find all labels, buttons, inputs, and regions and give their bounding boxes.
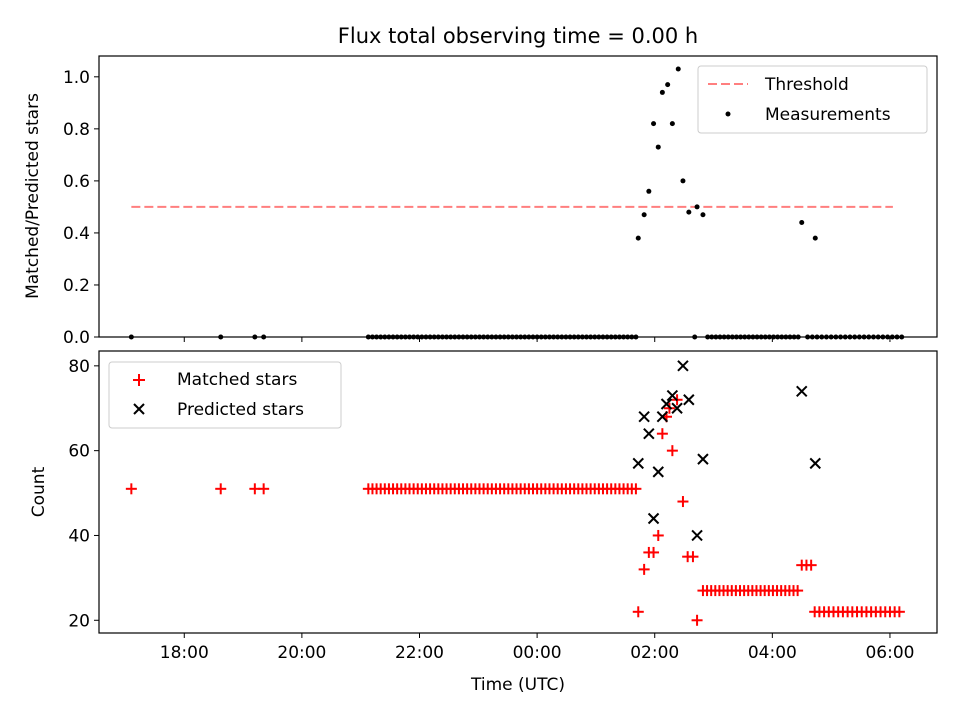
bottom-y-tick-label: 80 [68,357,90,377]
matched-star-marker [677,496,689,508]
top-legend: Threshold Measurements [697,65,928,134]
measurement-point [646,188,652,194]
legend-predicted-swatch [133,403,145,415]
top-y-tick-label: 0.0 [63,328,90,348]
bottom-y-tick-label: 60 [68,442,90,462]
top-y-tick-label: 0.6 [63,172,90,192]
legend-matched-label: Matched stars [177,370,297,390]
matched-star-marker [805,559,817,571]
predicted-stars-points [632,360,821,542]
matched-star-marker [893,606,905,618]
bottom-legend: Matched stars Predicted stars [108,361,342,429]
measurement-point [686,209,692,215]
top-y-axis-label: Matched/Predicted stars [23,93,43,299]
measurement-point [659,89,665,95]
legend-threshold-label: Threshold [764,75,849,95]
measurement-point [641,212,647,218]
x-tick-label: 20:00 [277,643,326,663]
x-tick-label: 06:00 [865,643,914,663]
top-legend-box [697,65,928,134]
x-tick-label: 18:00 [160,643,209,663]
matched-star-marker [666,445,678,457]
measurement-point [635,235,641,241]
x-tick-label: 00:00 [513,643,562,663]
matched-star-marker [630,483,642,495]
measurement-point [651,121,657,127]
top-plot-frame [98,55,938,338]
measurement-point [700,212,706,218]
top-y-tick-label: 1.0 [63,68,90,88]
predicted-star-marker [677,360,689,372]
bottom-y-axis-label: Count [29,466,49,517]
matched-star-marker [638,563,650,575]
x-tick-label: 22:00 [395,643,444,663]
bottom-y-tick-label: 20 [68,611,90,631]
matched-star-marker [691,614,703,626]
matched-star-marker [632,606,644,618]
legend-measurements-swatch [725,111,731,117]
predicted-star-marker [671,402,683,414]
measurement-point [655,144,661,150]
predicted-star-marker [809,457,821,470]
top-panel: 0.0 0.2 0.4 0.6 0.8 1.0 Matched/Predicted sta… [23,55,938,348]
predicted-star-marker [643,427,655,440]
measurement-point [694,204,700,210]
matched-star-marker [652,529,664,541]
bottom-plot-frame [98,350,938,634]
x-axis-label: Time (UTC) [470,675,565,695]
bottom-y-tick-label: 40 [68,526,90,546]
measurement-point [812,235,818,241]
legend-predicted-label: Predicted stars [177,400,304,420]
predicted-star-marker [632,457,644,470]
predicted-star-marker [683,394,695,406]
x-tick-label: 04:00 [748,643,797,663]
matched-star-marker [648,546,660,558]
bottom-legend-box [108,361,342,429]
top-y-tick-label: 0.8 [63,120,90,140]
top-y-axis: 0.0 0.2 0.4 0.6 0.8 1.0 [63,68,891,348]
predicted-star-marker [697,453,709,465]
predicted-star-marker [647,512,660,525]
predicted-star-marker [660,398,673,410]
matched-star-marker [687,551,699,563]
measurement-point [665,82,671,88]
matched-stars-points [125,394,905,626]
matched-star-marker [125,483,137,495]
measurement-point [675,66,681,72]
x-tick-label: 02:00 [630,643,679,663]
legend-matched-swatch [133,374,145,386]
measurements-points [128,66,905,340]
predicted-star-marker [796,385,808,397]
measurement-point [669,121,675,127]
top-y-tick-label: 0.2 [63,276,90,296]
measurement-point [799,220,805,226]
bottom-axes: 20 40 60 80 18:00 20:00 22:00 00:00 02:00 04:00 06… [68,357,914,663]
predicted-star-marker [638,411,650,423]
bottom-panel: 20 40 60 80 18:00 20:00 22:00 00:00 02:00 04:00 06… [29,350,938,695]
legend-measurements-label: Measurements [765,105,891,125]
predicted-star-marker [691,529,703,542]
predicted-star-marker [652,466,664,478]
matched-star-marker [792,585,804,597]
top-y-tick-label: 0.4 [63,224,90,244]
matched-star-marker [258,483,270,495]
top-chart-title: Flux total observing time = 0.00 h [338,24,698,48]
predicted-star-marker [656,411,669,423]
measurement-point [680,178,686,184]
matched-star-marker [656,428,668,440]
predicted-star-marker [666,389,679,402]
matched-star-marker [215,483,227,495]
